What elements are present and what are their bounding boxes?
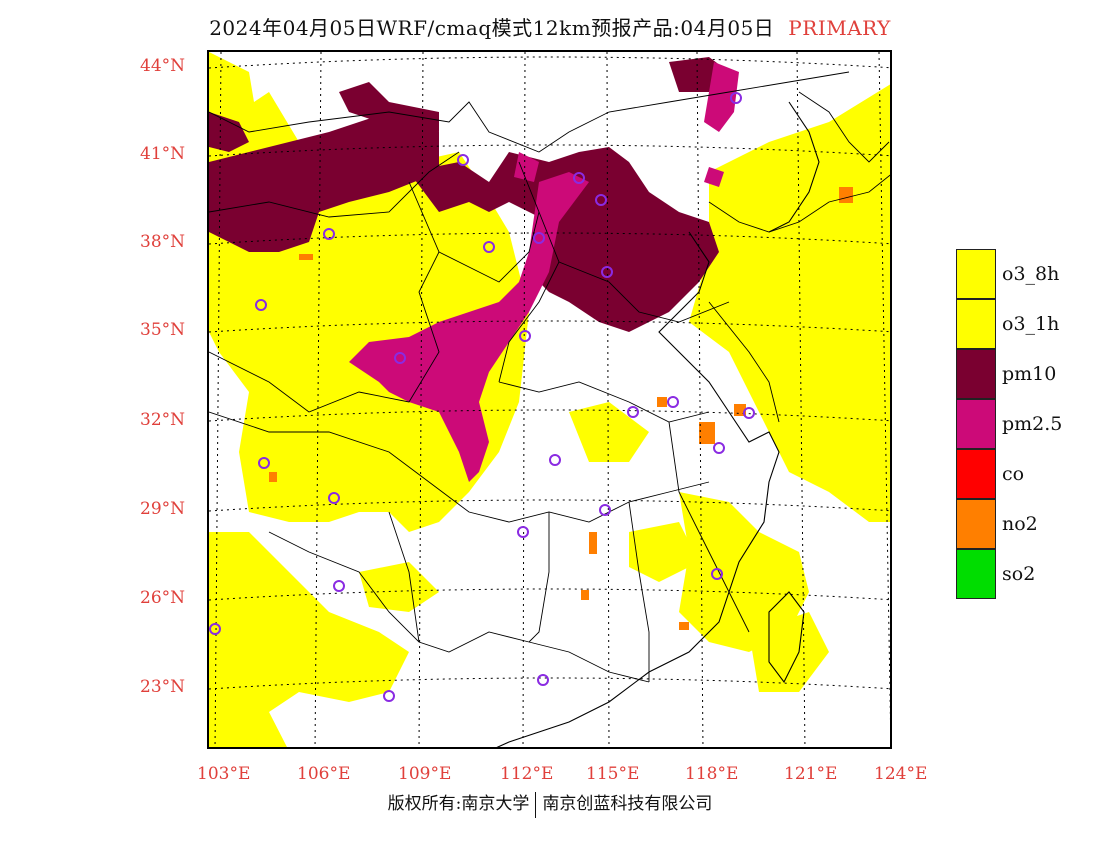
lat-label-26: 26°N — [140, 588, 186, 608]
legend: o3_8h o3_1h pm10 pm2.5 co no2 so2 — [956, 249, 1096, 599]
pm10-region — [209, 57, 729, 332]
legend-label: pm10 — [1002, 363, 1057, 385]
legend-swatch — [956, 499, 996, 549]
footer-separator — [535, 791, 537, 818]
legend-swatch — [956, 299, 996, 349]
legend-swatch — [956, 349, 996, 399]
map-panel — [207, 50, 892, 749]
graticule — [209, 52, 890, 747]
legend-item-co: co — [956, 449, 1096, 499]
map-title: 2024年04月05日WRF/cmaq模式12km预报产品:04月05日 PRIM… — [0, 12, 1100, 41]
legend-swatch — [956, 549, 996, 599]
lon-label-124: 124°E — [874, 764, 928, 784]
legend-label: o3_8h — [1002, 263, 1060, 285]
coastline — [496, 101, 820, 747]
lat-label-35: 35°N — [140, 320, 186, 340]
title-tag: PRIMARY — [788, 16, 891, 40]
legend-label: o3_1h — [1002, 313, 1060, 335]
legend-item-no2: no2 — [956, 499, 1096, 549]
legend-label: so2 — [1002, 563, 1036, 585]
lon-label-118: 118°E — [685, 764, 739, 784]
station-markers — [209, 92, 755, 702]
lon-label-115: 115°E — [586, 764, 640, 784]
lon-label-109: 109°E — [398, 764, 452, 784]
legend-item-o3-1h: o3_1h — [956, 299, 1096, 349]
legend-item-o3-8h: o3_8h — [956, 249, 1096, 299]
lat-label-38: 38°N — [140, 232, 186, 252]
lon-label-103: 103°E — [197, 764, 251, 784]
lon-label-121: 121°E — [784, 764, 838, 784]
lon-label-112: 112°E — [500, 764, 554, 784]
legend-label: co — [1002, 463, 1025, 485]
legend-swatch — [956, 449, 996, 499]
lat-label-29: 29°N — [140, 499, 186, 519]
legend-item-pm25: pm2.5 — [956, 399, 1096, 449]
pollutant-map — [209, 52, 890, 747]
legend-item-so2: so2 — [956, 549, 1096, 599]
legend-swatch — [956, 399, 996, 449]
pm25-region — [349, 62, 739, 482]
title-main: 2024年04月05日WRF/cmaq模式12km预报产品:04月05日 — [209, 16, 775, 40]
legend-label: no2 — [1002, 513, 1038, 535]
legend-item-pm10: pm10 — [956, 349, 1096, 399]
legend-swatch — [956, 249, 996, 299]
lat-label-44: 44°N — [140, 56, 186, 76]
lat-label-23: 23°N — [140, 677, 186, 697]
legend-label: pm2.5 — [1002, 413, 1063, 435]
footer-left: 版权所有:南京大学 — [387, 794, 530, 814]
lon-label-106: 106°E — [297, 764, 351, 784]
footer-right: 南京创蓝科技有限公司 — [542, 794, 713, 814]
lat-label-32: 32°N — [140, 410, 186, 430]
province-boundaries — [209, 71, 890, 683]
copyright-footer: 版权所有:南京大学 南京创蓝科技有限公司 — [0, 789, 1100, 818]
lat-label-41: 41°N — [140, 144, 186, 164]
